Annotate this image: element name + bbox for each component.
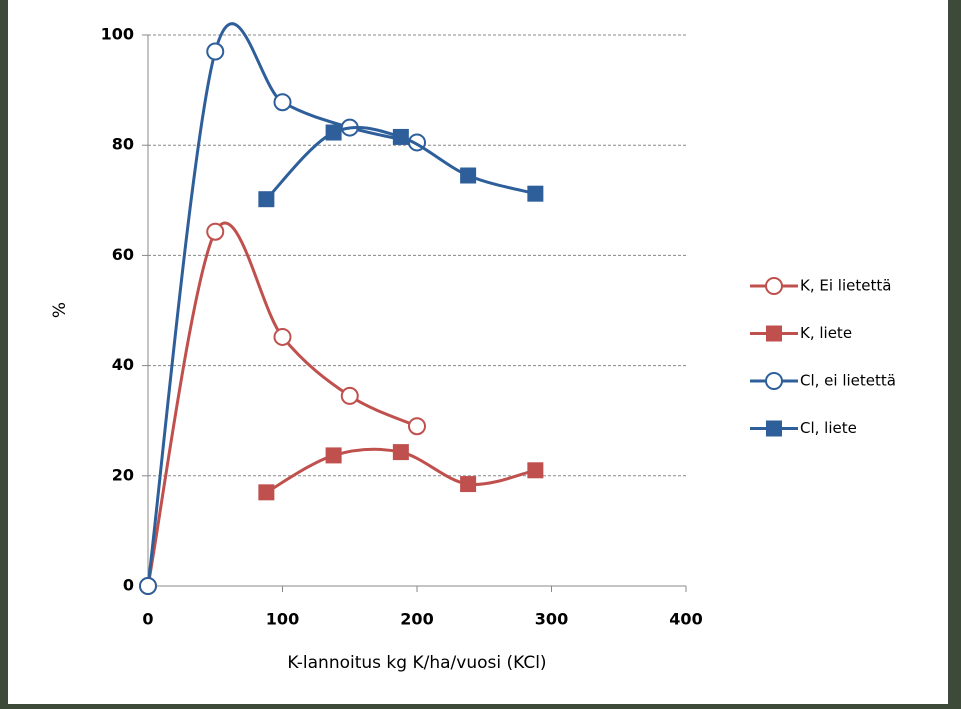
marker	[527, 462, 544, 479]
chart-panel	[8, 0, 948, 704]
y-tick-label: 0	[123, 576, 134, 595]
x-tick-label: 100	[266, 610, 299, 629]
marker	[206, 42, 225, 61]
marker	[460, 476, 477, 493]
x-axis-title: K-lannoitus kg K/ha/vuosi (KCl)	[287, 653, 546, 673]
marker	[527, 185, 544, 202]
marker	[258, 484, 275, 501]
marker	[325, 447, 342, 464]
marker	[273, 327, 292, 346]
x-tick-label: 200	[400, 610, 433, 629]
marker	[392, 128, 409, 145]
marker	[258, 191, 275, 208]
y-tick-label: 60	[112, 245, 134, 264]
y-tick-label: 20	[112, 465, 134, 484]
x-tick-label: 400	[669, 610, 702, 629]
legend-label: Cl, liete	[800, 419, 857, 437]
marker	[408, 417, 426, 436]
legend-label: K, Ei lietettä	[800, 277, 891, 295]
marker	[460, 167, 477, 184]
marker	[392, 444, 409, 461]
marker	[340, 386, 359, 405]
legend-label: K, liete	[800, 324, 852, 342]
y-tick-label: 100	[101, 25, 134, 44]
marker	[273, 93, 292, 112]
y-tick-label: 80	[112, 135, 134, 154]
x-tick-label: 300	[535, 610, 568, 629]
marker	[139, 577, 157, 595]
legend-marker	[766, 420, 782, 437]
y-tick-label: 40	[112, 355, 134, 374]
legend-marker	[766, 325, 782, 342]
legend-marker	[765, 277, 783, 295]
legend-marker	[765, 372, 783, 390]
marker	[325, 124, 342, 141]
legend-label: Cl, ei lietettä	[800, 372, 896, 390]
marker	[206, 222, 225, 241]
x-tick-label: 0	[142, 610, 153, 629]
y-axis-title: %	[50, 302, 70, 318]
